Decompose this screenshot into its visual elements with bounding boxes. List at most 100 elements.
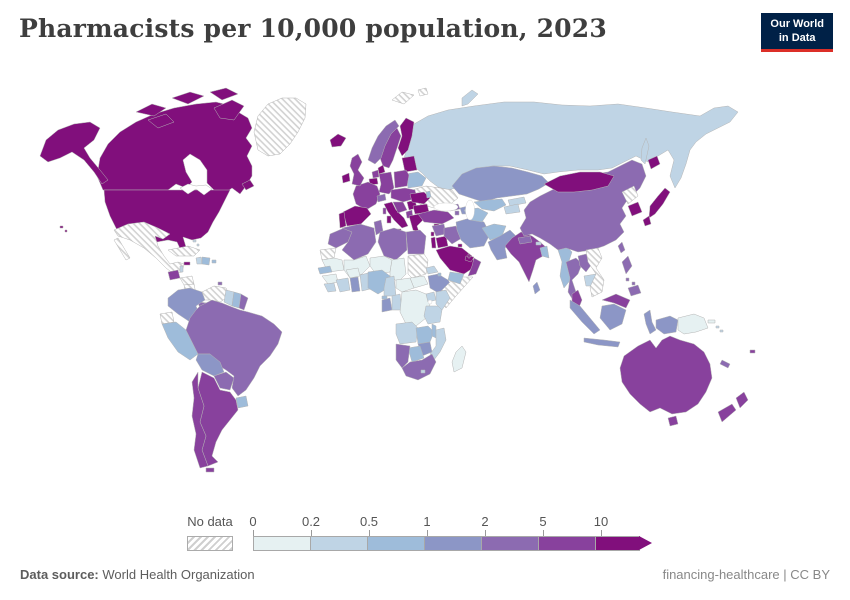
country-kuwait[interactable] <box>457 243 463 248</box>
country-ghana[interactable] <box>349 276 361 293</box>
country-iran[interactable] <box>455 217 491 249</box>
country-new-zealand[interactable] <box>735 391 749 409</box>
license-credit[interactable]: financing-healthcare | CC BY <box>662 567 830 582</box>
country-solomon-islands[interactable] <box>715 325 720 329</box>
country-canada[interactable] <box>135 103 167 117</box>
legend-bar[interactable] <box>253 536 652 551</box>
country-japan[interactable] <box>647 155 661 170</box>
country-russia[interactable] <box>640 137 650 165</box>
country-sri-lanka[interactable] <box>532 281 541 295</box>
country-brazil[interactable] <box>185 299 283 397</box>
country-ecuador[interactable] <box>159 311 175 325</box>
country-senegal[interactable] <box>317 265 333 275</box>
country-trinidad-and-tobago[interactable] <box>217 281 223 286</box>
country-qatar[interactable] <box>467 253 471 259</box>
country-egypt[interactable] <box>405 229 427 255</box>
country-bolivia[interactable] <box>195 353 225 377</box>
country-svalbard[interactable] <box>391 91 415 105</box>
country-canada[interactable] <box>241 179 255 191</box>
country-argentina[interactable] <box>197 371 239 467</box>
country-tanzania[interactable] <box>423 305 443 325</box>
country-equatorial-guinea[interactable] <box>381 295 388 300</box>
country-canada[interactable] <box>209 87 239 101</box>
country-mexico[interactable] <box>113 221 185 275</box>
country-romania[interactable] <box>409 191 431 205</box>
country-kenya[interactable] <box>435 289 451 311</box>
no-data-swatch[interactable] <box>187 536 233 551</box>
country-canada[interactable] <box>213 99 245 121</box>
country-vietnam[interactable] <box>585 247 605 298</box>
country-canada[interactable] <box>171 91 205 105</box>
country-poland[interactable] <box>393 169 410 189</box>
country-papua-new-guinea[interactable] <box>707 319 716 324</box>
country-djibouti[interactable] <box>437 272 442 277</box>
country-iceland[interactable] <box>329 133 347 148</box>
country-haiti[interactable] <box>195 256 203 265</box>
country-armenia[interactable] <box>454 210 460 216</box>
country-philippines[interactable] <box>627 284 642 297</box>
country-svalbard[interactable] <box>417 87 429 97</box>
country-indonesia[interactable] <box>583 337 621 348</box>
country-honduras[interactable] <box>179 275 195 286</box>
country-botswana[interactable] <box>407 345 425 363</box>
country-belarus[interactable] <box>405 171 427 189</box>
country-papua-new-guinea[interactable] <box>677 313 709 335</box>
country-cameroon[interactable] <box>383 275 397 297</box>
country-france[interactable] <box>352 181 381 211</box>
country-usa[interactable] <box>103 189 231 256</box>
country-greenland[interactable] <box>253 97 307 157</box>
country-portugal[interactable] <box>338 211 347 229</box>
country-usa[interactable] <box>64 229 68 233</box>
country-germany[interactable] <box>378 171 395 195</box>
country-western-balkans[interactable] <box>392 201 408 214</box>
owid-logo[interactable]: Our World in Data <box>761 13 833 52</box>
country-burkina-faso[interactable] <box>345 267 361 279</box>
country-taiwan[interactable] <box>617 241 626 254</box>
country-solomon-islands[interactable] <box>719 329 724 333</box>
country-france[interactable] <box>382 207 387 215</box>
country-baltic-states[interactable] <box>401 155 418 173</box>
country-malaysia[interactable] <box>601 293 631 309</box>
country-algeria[interactable] <box>341 223 377 261</box>
country-namibia[interactable] <box>395 343 411 369</box>
country-moldova[interactable] <box>425 190 432 199</box>
country-tajikistan[interactable] <box>503 203 521 215</box>
country-italy[interactable] <box>383 201 409 229</box>
country-lebanon[interactable] <box>430 231 435 237</box>
country-malawi[interactable] <box>431 323 437 339</box>
country-french-guiana[interactable] <box>238 293 249 311</box>
country-japan[interactable] <box>642 215 652 227</box>
country-jordan[interactable] <box>435 235 449 249</box>
country-italy[interactable] <box>386 215 392 224</box>
country-kyrgyzstan[interactable] <box>507 196 527 207</box>
country-sudan[interactable] <box>407 253 429 279</box>
country-yemen[interactable] <box>447 271 465 285</box>
country-russia[interactable] <box>461 89 479 107</box>
country-israel[interactable] <box>430 236 437 249</box>
country-sierra-leone[interactable] <box>323 282 337 293</box>
country-netherlands[interactable] <box>371 169 380 179</box>
country-chile[interactable] <box>191 371 209 469</box>
country-fiji[interactable] <box>749 349 756 354</box>
country-new-zealand[interactable] <box>717 403 737 423</box>
country-usa[interactable] <box>59 225 64 229</box>
country-guatemala[interactable] <box>167 269 181 281</box>
country-paraguay[interactable] <box>213 371 235 391</box>
country-philippines[interactable] <box>631 281 636 286</box>
country-bhutan[interactable] <box>535 241 542 246</box>
country-cuba[interactable] <box>167 245 201 257</box>
country-bangladesh[interactable] <box>539 245 550 259</box>
country-australia[interactable] <box>619 335 713 415</box>
country-angola[interactable] <box>395 321 419 345</box>
country-guinea[interactable] <box>321 273 339 285</box>
country-united-kingdom[interactable] <box>349 153 365 187</box>
country-kazakhstan[interactable] <box>451 165 550 203</box>
country-bahamas[interactable] <box>192 239 197 243</box>
country-indonesia[interactable] <box>569 299 601 335</box>
country-mozambique[interactable] <box>429 327 447 361</box>
country-indonesia[interactable] <box>599 303 627 331</box>
country-belize[interactable] <box>179 265 184 273</box>
country-nepal[interactable] <box>517 235 533 245</box>
country-philippines[interactable] <box>621 255 633 275</box>
country-cote-divoire[interactable] <box>335 277 351 293</box>
